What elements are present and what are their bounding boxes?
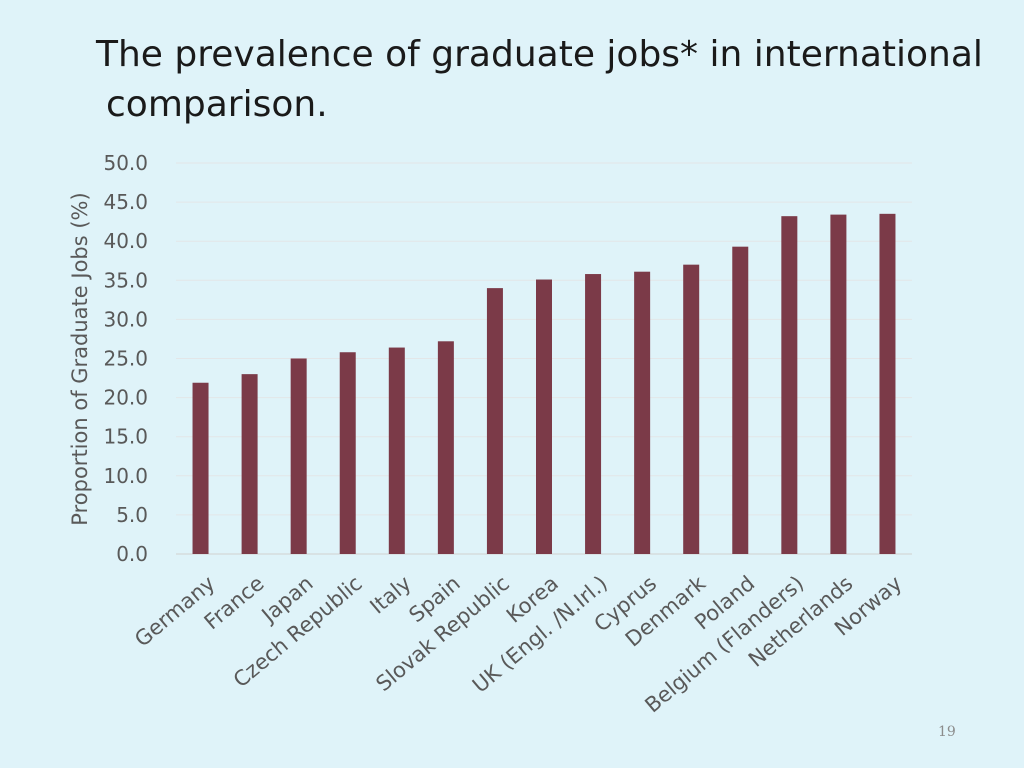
bar: [732, 246, 749, 554]
bar: [437, 341, 454, 554]
slide-number: 19: [938, 724, 956, 740]
bar: [781, 216, 798, 554]
y-tick-label: 5.0: [116, 503, 148, 527]
bar: [192, 382, 209, 554]
y-tick-label: 25.0: [103, 347, 148, 371]
bars: [192, 213, 896, 554]
y-tick-label: 45.0: [103, 190, 148, 214]
bar: [536, 279, 552, 554]
slide-title-line-2: comparison.: [106, 84, 328, 125]
bar: [339, 352, 356, 554]
y-axis-ticks: 0.0 5.0 10.0 15.0 20.0 25.0 30.0 35.0 40.0 45.0 50…: [103, 151, 148, 566]
y-tick-label: 50.0: [103, 151, 148, 175]
bar: [241, 374, 258, 554]
y-tick-label: 15.0: [103, 425, 148, 449]
bar: [388, 347, 405, 554]
bar: [683, 264, 700, 554]
y-tick-label: 20.0: [103, 386, 148, 410]
y-axis-title: Proportion of Graduate Jobs (%): [68, 192, 92, 525]
y-tick-label: 30.0: [103, 307, 148, 331]
y-tick-label: 40.0: [103, 229, 148, 253]
y-tick-label: 10.0: [103, 464, 148, 488]
slide-title: The prevalence of graduate jobs* in inte…: [96, 30, 1016, 130]
bar: [585, 274, 602, 554]
bar: [290, 358, 307, 554]
slide-title-line-1: The prevalence of graduate jobs* in inte…: [96, 34, 983, 75]
bar: [634, 271, 651, 554]
bar: [830, 214, 847, 554]
y-tick-label: 35.0: [103, 268, 148, 292]
bar: [486, 288, 503, 554]
y-tick-label: 0.0: [116, 542, 148, 566]
bar: [879, 213, 896, 554]
